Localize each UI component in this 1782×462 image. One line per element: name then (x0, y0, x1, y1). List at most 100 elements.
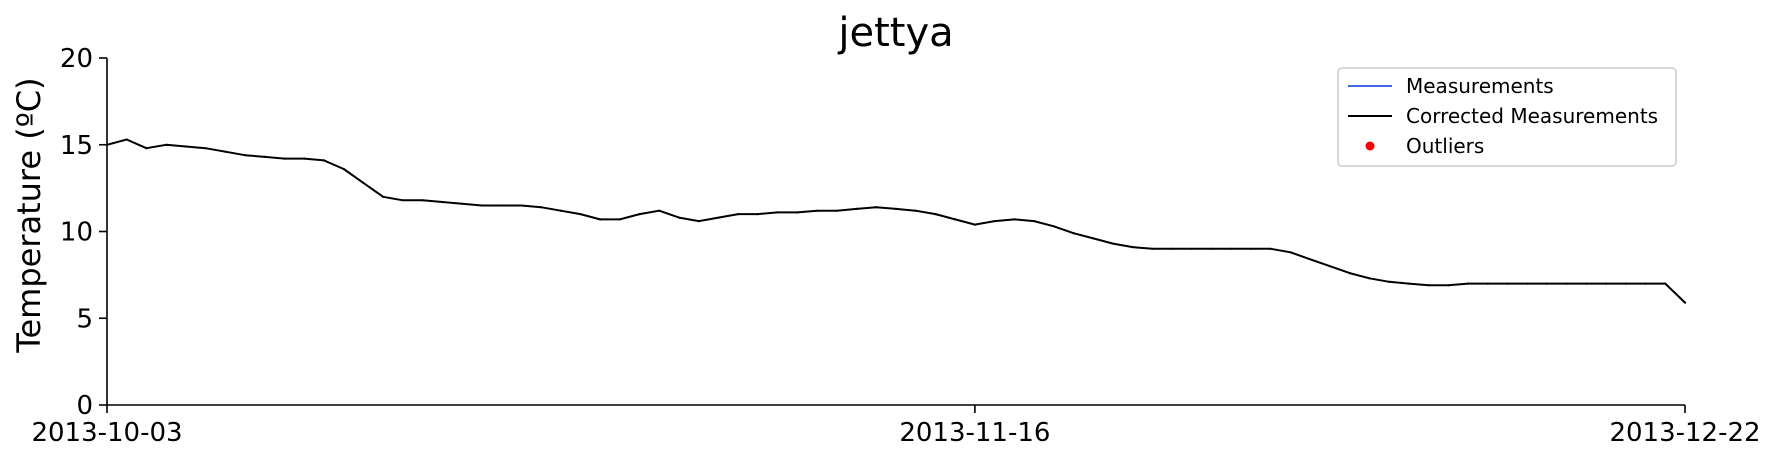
data-point (1585, 282, 1588, 285)
chart-title: jettya (837, 10, 953, 56)
data-point (1427, 284, 1430, 287)
data-point (1447, 284, 1450, 287)
data-point (618, 218, 622, 221)
data-point (1249, 247, 1253, 250)
x-tick-label: 2013-11-16 (899, 418, 1050, 448)
data-point (322, 159, 326, 162)
data-point (1269, 247, 1272, 250)
data-point (1407, 282, 1410, 285)
data-point (1092, 237, 1095, 240)
legend-label: Corrected Measurements (1406, 104, 1658, 128)
data-point (1013, 218, 1016, 221)
plot-area: 0 5 10 15 20 2013-10-03 2013-11-16 2013-12-22 (31, 44, 1760, 448)
y-tick-label: 0 (76, 391, 93, 421)
data-point (875, 206, 878, 209)
data-point (520, 204, 523, 207)
data-point (1072, 232, 1075, 235)
data-point (993, 220, 996, 223)
data-point (894, 207, 898, 210)
y-tick-label: 5 (76, 304, 93, 334)
y-ticks: 0 5 10 15 20 (60, 44, 107, 421)
data-point (1545, 282, 1548, 285)
data-point (855, 207, 858, 210)
data-point (145, 147, 148, 150)
data-point (1210, 247, 1213, 250)
data-point (559, 209, 562, 212)
y-axis-label: Temperature (ºC) (10, 77, 48, 353)
data-point (776, 211, 779, 214)
data-point (1565, 282, 1568, 285)
data-point (184, 145, 187, 148)
data-point (737, 213, 740, 216)
y-tick-label: 10 (60, 218, 93, 248)
legend-label: Measurements (1406, 74, 1554, 98)
data-point (973, 223, 977, 226)
data-point (1230, 247, 1233, 250)
data-point (283, 157, 286, 160)
data-point (500, 204, 503, 207)
data-point (303, 157, 306, 160)
data-point (816, 209, 819, 212)
data-point (1328, 265, 1332, 268)
data-point (717, 216, 720, 219)
data-point (401, 199, 404, 202)
data-point (1151, 247, 1154, 250)
data-point (1605, 282, 1608, 285)
data-point (461, 202, 464, 205)
data-point (1111, 242, 1115, 245)
x-tick-label: 2013-10-03 (31, 418, 182, 448)
data-point (263, 155, 266, 158)
data-point (599, 218, 602, 221)
data-point (480, 204, 483, 207)
series-layer (105, 138, 1687, 304)
data-point (382, 195, 385, 198)
legend: Measurements Corrected Measurements Outlie… (1337, 67, 1677, 167)
y-tick-label: 20 (60, 44, 93, 74)
data-point (954, 218, 957, 221)
data-point (1486, 282, 1489, 285)
data-point (421, 199, 424, 202)
data-point (1131, 246, 1134, 249)
data-point (1506, 282, 1509, 285)
data-point (1644, 282, 1647, 285)
data-point (756, 213, 760, 216)
data-point (1624, 282, 1627, 285)
data-point (224, 150, 227, 153)
data-point (441, 200, 444, 204)
data-point (342, 167, 345, 171)
data-point (244, 154, 247, 157)
data-point (1033, 220, 1036, 223)
data-point (1190, 247, 1193, 250)
legend-swatch (1365, 141, 1375, 151)
data-point (1664, 282, 1667, 285)
legend-label: Outliers (1406, 134, 1484, 158)
legend-frame (1337, 67, 1677, 167)
data-point (1368, 277, 1371, 280)
data-point (1526, 282, 1529, 285)
data-point (1388, 280, 1391, 283)
data-point (638, 213, 641, 216)
data-point (165, 143, 168, 146)
data-point (658, 209, 661, 212)
data-point (362, 181, 365, 184)
data-point (677, 216, 681, 219)
data-point (579, 213, 582, 216)
data-point (796, 211, 799, 214)
data-point (1052, 225, 1055, 228)
data-point (1171, 247, 1174, 250)
x-ticks: 2013-10-03 2013-11-16 2013-12-22 (31, 405, 1761, 448)
data-point (934, 213, 937, 216)
data-point (697, 220, 700, 223)
data-point (835, 209, 838, 212)
data-point (1683, 301, 1687, 304)
data-point (204, 147, 207, 150)
data-point (914, 209, 917, 212)
data-point (125, 138, 128, 141)
data-point (539, 206, 543, 209)
x-tick-label: 2013-12-22 (1609, 418, 1760, 448)
data-point (1466, 282, 1470, 285)
y-tick-label: 15 (60, 131, 93, 161)
data-point (1309, 258, 1312, 261)
data-point (1289, 251, 1292, 254)
